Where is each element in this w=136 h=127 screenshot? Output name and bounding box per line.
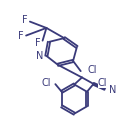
Text: Cl: Cl <box>41 78 51 88</box>
Text: F: F <box>22 15 28 25</box>
Text: F: F <box>18 31 24 41</box>
Text: Cl: Cl <box>98 78 107 88</box>
Text: N: N <box>36 51 43 61</box>
Text: N: N <box>109 85 117 94</box>
Text: F: F <box>35 38 41 47</box>
Text: Cl: Cl <box>87 66 97 75</box>
